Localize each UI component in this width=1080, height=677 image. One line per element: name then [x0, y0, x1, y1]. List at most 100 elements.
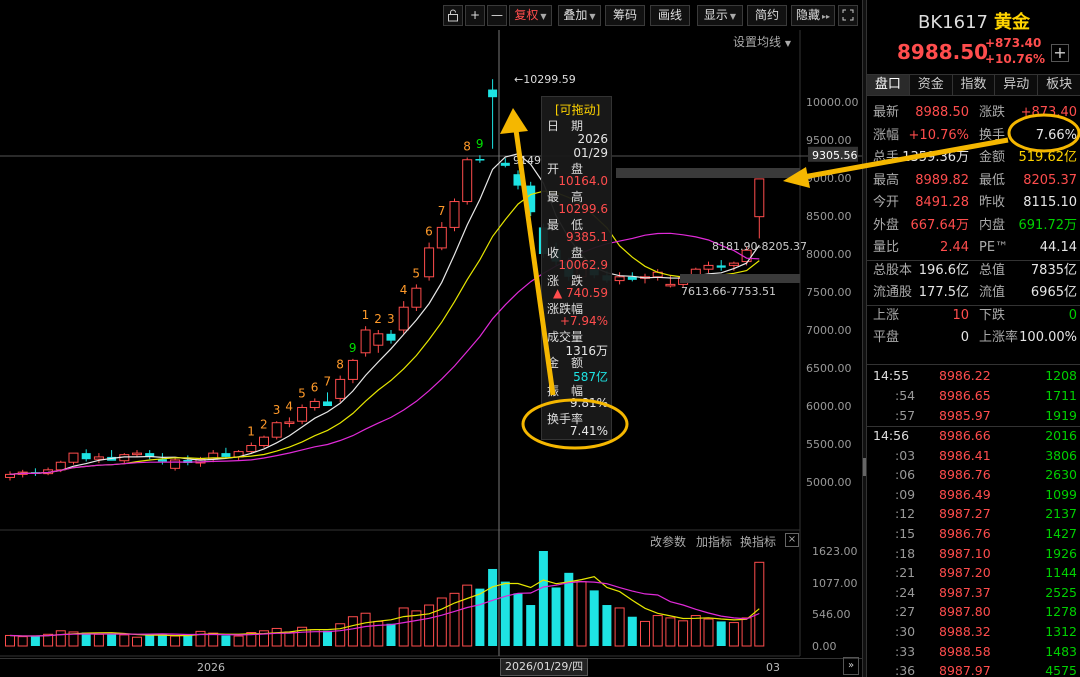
expand-right-button[interactable]: » — [843, 657, 859, 675]
price-axis-label: 9500.00 — [806, 134, 852, 147]
candle-info-tooltip[interactable]: [可拖动] 日 期 2026 01/29 开 盘 10164.0 最 高 102… — [541, 96, 612, 440]
volume-bar — [145, 635, 155, 646]
quote-label: 下跌 — [979, 307, 1006, 323]
fuquan-label: 复权 — [514, 8, 539, 22]
add-indicator-button[interactable]: 加指标 — [696, 535, 733, 549]
yincang-button[interactable]: 隐藏 ▸▸ — [791, 5, 835, 26]
tick-time: :03 — [895, 447, 916, 463]
price-change: +873.40 — [985, 36, 1042, 50]
quote-value: +873.40 — [1020, 105, 1077, 120]
sequence-label: 2 — [374, 312, 382, 326]
candle-body — [347, 359, 358, 380]
quote-value: 7835亿 — [1030, 262, 1077, 278]
quote-row: 量比 2.44 PE™ 44.14 — [867, 237, 1080, 260]
quote-value: 0 — [1068, 307, 1077, 323]
tick-volume: 1919 — [1045, 408, 1077, 423]
lock-icon[interactable] — [443, 5, 463, 26]
tick-price: 8988.58 — [939, 643, 991, 659]
huaxian-button[interactable]: 画线 — [650, 5, 690, 26]
change-param-button[interactable]: 改参数 — [650, 535, 687, 549]
volume-bar — [183, 634, 193, 646]
tick-row: :15 8986.76 1427 — [867, 524, 1080, 544]
candle-body — [475, 159, 485, 161]
volume-bar — [246, 632, 257, 647]
quote-value: 2.44 — [940, 240, 969, 255]
symbol-code: BK1617 — [918, 12, 988, 33]
choumao-button[interactable]: 筹码 — [605, 5, 645, 26]
drag-handle-icon[interactable] — [863, 458, 867, 476]
volume-bar — [170, 635, 181, 647]
fuquan-dropdown[interactable]: 复权 ▼ — [509, 5, 552, 26]
tab-4[interactable]: 板块 — [1038, 75, 1080, 95]
tick-volume: 1312 — [1045, 624, 1077, 639]
tick-price: 8987.80 — [939, 604, 991, 620]
tick-time: :24 — [895, 584, 916, 600]
tick-price: 8987.10 — [939, 545, 991, 561]
candle-body — [259, 436, 269, 447]
chevron-down-icon: ▼ — [540, 12, 547, 21]
ma-setting-dropdown[interactable]: 设置均线 ▼ — [733, 33, 791, 50]
quote-label: 最新 — [873, 105, 900, 120]
candle-body — [488, 89, 498, 98]
tooltip-open-label: 开 盘 — [547, 162, 584, 176]
quote-label: 总手 — [873, 150, 900, 165]
tooltip-date-md: 01/29 — [573, 146, 608, 160]
tab-3[interactable]: 异动 — [995, 75, 1039, 95]
quote-label: 上涨率 — [979, 330, 1019, 345]
price-axis-label: 5000.00 — [806, 476, 852, 489]
tooltip-low-value: 9385.1 — [566, 230, 608, 244]
volume-axis-label: 1077.00 — [812, 577, 858, 590]
tick-time: 14:55 — [873, 368, 910, 383]
kline-chart-area[interactable]: 10000.00 9500.00 9305.56 9000.00 8500.00 8000… — [0, 0, 862, 677]
tooltip-date-label: 日 期 — [547, 119, 584, 133]
high-label: ←10299.59 — [514, 73, 576, 86]
volume-bar — [323, 630, 332, 646]
quote-value: 8988.50 — [915, 105, 969, 120]
jianyue-button[interactable]: 简约 — [747, 5, 787, 26]
volume-bar — [665, 617, 676, 647]
symbol-header: BK1617 黄金 — [867, 8, 1080, 33]
candle-body — [195, 458, 206, 464]
volume-bar — [538, 551, 548, 646]
tick-price: 8986.22 — [939, 368, 991, 383]
partial-label: 9149 — [513, 154, 541, 167]
quote-value: 177.5亿 — [918, 285, 969, 300]
tab-0[interactable]: 盘口 — [867, 75, 910, 95]
quote-value: 519.62亿 — [1018, 150, 1078, 165]
zoom-out-button[interactable]: — — [487, 5, 507, 26]
tick-time: 14:56 — [873, 428, 910, 443]
candle-body — [627, 276, 637, 280]
quote-row: 流通股 177.5亿 流值 6965亿 — [867, 282, 1080, 305]
tooltip-change-label: 涨 跌 — [547, 274, 584, 288]
swap-indicator-button[interactable]: 换指标 — [740, 535, 777, 549]
add-watchlist-button[interactable]: + — [1051, 44, 1069, 62]
price-axis-label: 10000.00 — [806, 96, 859, 109]
price-change-pct: +10.76% — [985, 52, 1046, 66]
panel-divider[interactable] — [862, 0, 867, 677]
volume-bar — [564, 572, 574, 646]
close-indicator-icon[interactable]: × — [785, 533, 799, 547]
diejia-label: 叠加 — [563, 8, 588, 22]
volume-bar — [513, 593, 523, 646]
zoom-in-button[interactable]: + — [465, 5, 485, 26]
fullscreen-icon[interactable] — [838, 5, 858, 26]
candle-body — [145, 453, 155, 457]
tick-volume: 1711 — [1045, 388, 1077, 403]
separator — [867, 259, 1080, 261]
tick-price: 8988.32 — [939, 624, 991, 639]
kline-chart[interactable]: 10000.00 9500.00 9305.56 9000.00 8500.00 8000… — [0, 0, 862, 677]
xianshi-dropdown[interactable]: 显示 ▼ — [697, 5, 743, 26]
tab-2[interactable]: 指数 — [952, 75, 996, 95]
quote-value: 7.66% — [1035, 127, 1077, 143]
separator — [867, 426, 1080, 427]
volume-bar — [526, 605, 536, 646]
volume-bar — [576, 581, 587, 647]
quote-value: +10.76% — [908, 127, 969, 143]
sequence-label: 6 — [311, 380, 319, 394]
diejia-dropdown[interactable]: 叠加 ▼ — [558, 5, 601, 26]
tab-1[interactable]: 资金 — [909, 75, 953, 95]
ma20-line — [9, 232, 760, 475]
candle-body — [284, 421, 295, 424]
candle-body — [157, 459, 167, 462]
